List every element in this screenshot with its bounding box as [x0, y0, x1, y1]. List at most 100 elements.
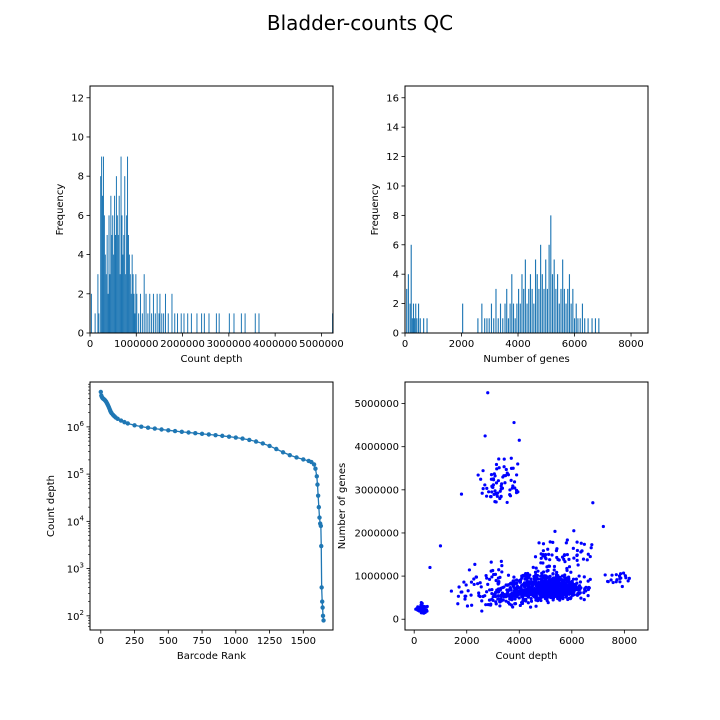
scatter-point	[508, 494, 513, 498]
histogram-bar	[152, 293, 154, 333]
scatter-point	[551, 540, 555, 545]
scatter-point	[572, 587, 577, 591]
scatter-point	[478, 581, 482, 585]
scatter-point	[496, 479, 501, 483]
histogram-bar	[538, 288, 540, 333]
scatter-point	[484, 573, 488, 578]
scatter-point	[561, 597, 565, 601]
scatter-point	[569, 587, 573, 592]
rank-point	[320, 599, 325, 604]
scatter-point	[562, 553, 567, 557]
scatter-point	[572, 556, 576, 560]
scatter-point	[508, 597, 512, 601]
rank-point	[118, 418, 124, 423]
x-tick-label: 4000	[505, 339, 530, 350]
scatter-point	[504, 599, 508, 603]
histogram-bar	[94, 313, 96, 333]
histogram-bar	[579, 318, 581, 333]
histogram-bar	[143, 274, 145, 333]
scatter-point	[529, 577, 533, 581]
histogram-bar	[129, 274, 131, 333]
histogram-bar	[426, 318, 428, 333]
scatter-point	[494, 578, 498, 583]
scatter-point	[483, 483, 487, 487]
histogram-bar	[412, 303, 415, 333]
scatter-point	[499, 559, 503, 563]
scatter-point	[545, 569, 549, 573]
histogram-bar	[570, 303, 572, 333]
scatter-point	[419, 606, 423, 610]
scatter-point	[491, 483, 496, 487]
x-tick-label: 8000	[618, 339, 643, 350]
histogram-bar	[512, 303, 515, 333]
scatter-point	[582, 590, 586, 595]
rank-point	[152, 426, 157, 431]
scatter-point	[492, 472, 496, 476]
rank-point	[179, 429, 184, 435]
rank-point	[253, 439, 259, 444]
scatter-point	[552, 577, 557, 581]
y-tick-label: 2	[393, 299, 399, 310]
y-tick-label: 16	[386, 93, 399, 104]
scatter-point	[617, 574, 622, 578]
y-tick-label: 3000000	[354, 485, 399, 496]
histogram-bar	[128, 254, 130, 333]
scatter-point	[425, 609, 429, 613]
scatter-point	[563, 573, 567, 577]
scatter-point	[523, 585, 527, 589]
rank-point	[311, 462, 317, 467]
scatter-point	[556, 574, 560, 578]
histogram-bar	[506, 288, 508, 333]
scatter-point	[620, 584, 624, 589]
scatter-point	[529, 589, 533, 593]
scatter-point	[512, 579, 516, 583]
scatter-point	[515, 588, 519, 592]
histogram-bar	[545, 259, 547, 333]
x-tick-label: 6000	[559, 636, 584, 647]
scatter-point	[538, 581, 542, 585]
scatter-point	[582, 575, 586, 579]
scatter-point	[550, 577, 554, 582]
histogram-bar	[543, 288, 545, 333]
histogram-bar	[524, 259, 526, 333]
scatter-point	[498, 575, 502, 579]
scatter-point	[477, 591, 481, 595]
histogram-bar	[415, 303, 417, 333]
rank-point	[260, 441, 265, 446]
histogram-bar	[109, 274, 111, 333]
x-tick-label: 1500	[291, 636, 316, 647]
scatter-point	[610, 573, 614, 577]
scatter-point	[603, 573, 607, 577]
scatter-point	[623, 574, 627, 578]
histogram-bar	[587, 318, 589, 333]
scatter-point	[578, 580, 583, 584]
scatter-point	[503, 481, 507, 485]
scatter-point	[487, 490, 491, 494]
count-depth-histogram-panel: 0 1000000 2000000 3000000 4000000 5000000 0 2 4 6…	[55, 85, 344, 365]
histogram-bar	[118, 195, 120, 333]
scatter-point	[579, 586, 583, 590]
scatter-point	[566, 580, 571, 584]
histogram-bar	[159, 293, 161, 333]
genes-histogram-panel: 0 2000 4000 6000 8000 0 2 4 6 8 10 12 14 16 Number of …	[370, 85, 649, 365]
rank-point	[139, 424, 144, 429]
scatter-point	[490, 591, 494, 596]
scatter-point	[552, 568, 556, 572]
histogram-bar	[528, 288, 530, 333]
scatter-point	[539, 574, 543, 578]
y-tick-label: 8	[393, 211, 399, 222]
scatter-point	[545, 598, 549, 603]
scatter-point	[496, 590, 500, 594]
scatter-point	[494, 462, 499, 467]
scatter-point	[510, 486, 514, 490]
histogram-bar	[529, 274, 532, 333]
scatter-point	[544, 553, 548, 557]
histogram-bar	[98, 313, 100, 333]
scatter-point	[552, 581, 556, 585]
scatter-point	[529, 599, 534, 603]
scatter-point	[479, 477, 483, 481]
histogram-bar	[416, 318, 418, 333]
barcode-rank-plot-panel: 0 250 500 750 1000 1250 1500 102 103 104 105 106 Bar…	[46, 381, 334, 662]
scatter-point	[541, 588, 545, 592]
histogram-bar	[104, 254, 106, 333]
